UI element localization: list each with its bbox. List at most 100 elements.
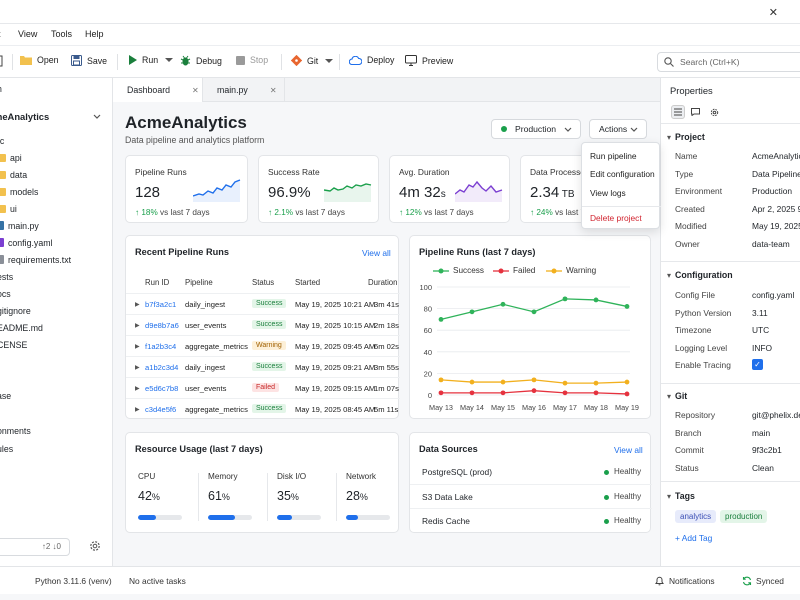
table-row[interactable]: ▶ b7f3a2c1 daily_ingest Success May 19, 2025… <box>126 293 400 314</box>
sync-status[interactable]: Synced <box>756 576 784 586</box>
menu-view[interactable]: View <box>18 29 38 39</box>
close-window-icon[interactable]: ✕ <box>768 7 778 19</box>
python-version[interactable]: Python 3.11.6 (venv) <box>35 576 112 586</box>
data-point[interactable] <box>469 390 475 396</box>
tree-item[interactable]: CENSE <box>0 336 27 353</box>
property-value[interactable]: 9f3c2b1 <box>752 445 782 456</box>
property-value[interactable]: Clean <box>752 462 774 473</box>
new-file-icon[interactable] <box>0 54 9 68</box>
legend-item[interactable]: Failed <box>493 266 535 275</box>
expand-row-icon[interactable]: ▶ <box>135 344 140 350</box>
tree-item[interactable]: EADME.md <box>0 319 43 336</box>
menu-tools[interactable]: Tools <box>51 29 73 39</box>
debug-button[interactable]: Debug <box>180 55 222 66</box>
close-tab-icon[interactable]: ✕ <box>192 85 199 95</box>
sidebar-item-modules[interactable]: ules <box>0 440 13 457</box>
data-point[interactable] <box>593 297 599 303</box>
run-id-link[interactable]: a1b2c3d4 <box>145 363 179 372</box>
properties-tab[interactable] <box>671 105 685 119</box>
run-id-link[interactable]: c3d4e5f6 <box>145 405 177 414</box>
tab-main-py[interactable]: main.py ✕ <box>203 78 285 102</box>
actions-button[interactable]: Actions <box>589 119 647 139</box>
open-button[interactable]: Open <box>20 55 59 65</box>
section-tags[interactable]: Tags <box>667 491 695 501</box>
menu-help[interactable]: Help <box>85 29 104 39</box>
data-point[interactable] <box>531 377 537 383</box>
expand-row-icon[interactable]: ▶ <box>135 302 140 308</box>
data-source-row[interactable]: S3 Data Lake Healthy <box>410 484 652 508</box>
property-value[interactable]: Production <box>752 186 793 196</box>
tree-item[interactable]: gitignore <box>0 302 31 319</box>
data-point[interactable] <box>531 388 537 394</box>
settings-tab[interactable] <box>707 105 721 119</box>
data-point[interactable] <box>500 301 506 307</box>
menu-item-edit-configuration[interactable]: Edit configuration <box>590 169 655 179</box>
sidebar-project[interactable]: meAnalytics <box>0 108 113 126</box>
data-point[interactable] <box>562 296 568 302</box>
tree-item[interactable]: data <box>0 166 27 183</box>
data-point[interactable] <box>438 317 444 322</box>
tree-item[interactable]: main.py <box>0 217 39 234</box>
view-all-link[interactable]: View all <box>614 445 643 455</box>
tree-item[interactable]: api <box>0 149 22 166</box>
section-git[interactable]: Git <box>667 391 687 401</box>
run-id-link[interactable]: e5d6c7b8 <box>145 384 179 393</box>
tab-dashboard[interactable]: Dashboard ✕ <box>113 78 203 102</box>
save-button[interactable]: Save <box>71 55 107 66</box>
menu-item-view-logs[interactable]: View logs <box>590 188 626 198</box>
run-button[interactable]: Run <box>128 55 174 65</box>
close-tab-icon[interactable]: ✕ <box>269 85 277 95</box>
property-value[interactable]: AcmeAnalytics <box>752 151 800 161</box>
gear-icon[interactable] <box>89 540 101 552</box>
sidebar-item-database[interactable]: ase <box>0 387 11 404</box>
bell-icon[interactable] <box>655 576 664 586</box>
table-row[interactable]: ▶ c3d4e5f6 aggregate_metrics Success May 19,… <box>126 398 400 419</box>
column-header[interactable]: Status <box>252 278 275 287</box>
tree-item[interactable]: ocs <box>0 285 11 302</box>
data-source-row[interactable]: Redis Cache Healthy <box>410 508 652 532</box>
menu-item-delete-project[interactable]: Delete project <box>590 213 642 223</box>
property-value[interactable]: May 19, 2025 1 <box>752 221 800 231</box>
preview-button[interactable]: Preview <box>405 55 453 66</box>
environment-select[interactable]: Production <box>491 119 581 139</box>
tree-item[interactable]: rc <box>0 132 4 149</box>
data-point[interactable] <box>469 379 475 385</box>
property-value[interactable]: config.yaml <box>752 290 795 300</box>
menu-edit[interactable]: t <box>0 29 1 39</box>
table-row[interactable]: ▶ e5d6c7b8 user_events Failed May 19, 2025 0… <box>126 377 400 398</box>
property-value[interactable]: 3.11 <box>752 307 768 318</box>
property-value[interactable]: data-team <box>752 238 790 249</box>
column-header[interactable]: Duration <box>368 278 398 287</box>
data-point[interactable] <box>500 390 506 396</box>
column-header[interactable]: Run ID <box>145 278 170 287</box>
legend-item[interactable]: Warning <box>546 266 596 275</box>
expand-row-icon[interactable]: ▶ <box>135 365 140 371</box>
data-point[interactable] <box>593 380 599 386</box>
view-all-link[interactable]: View all <box>362 248 391 258</box>
property-value[interactable]: INFO <box>752 342 773 353</box>
section-configuration[interactable]: Configuration <box>667 270 733 280</box>
sidebar-item-environments[interactable]: onments <box>0 422 31 439</box>
expand-row-icon[interactable]: ▶ <box>135 323 140 329</box>
property-value[interactable]: Apr 2, 2025 9 <box>752 203 800 214</box>
data-point[interactable] <box>624 379 630 385</box>
tree-item[interactable]: config.yaml <box>0 234 53 251</box>
column-header[interactable]: Started <box>295 278 321 287</box>
table-row[interactable]: ▶ d9e8b7a6 user_events Success May 19, 2025 … <box>126 314 400 335</box>
tag-chip[interactable]: production <box>720 510 768 523</box>
data-point[interactable] <box>593 390 599 396</box>
legend-item[interactable]: Success <box>433 266 484 275</box>
data-point[interactable] <box>562 390 568 396</box>
data-point[interactable] <box>531 309 537 315</box>
column-header[interactable]: Pipeline <box>185 278 213 287</box>
search-input[interactable]: Search (Ctrl+K) <box>657 52 800 72</box>
data-point[interactable] <box>469 309 475 315</box>
run-id-link[interactable]: b7f3a2c1 <box>145 300 177 309</box>
table-row[interactable]: ▶ a1b2c3d4 daily_ingest Success May 19, 2025… <box>126 356 400 377</box>
tree-item[interactable]: requirements.txt <box>0 251 71 268</box>
property-value[interactable]: UTC <box>752 325 770 336</box>
git-button[interactable]: Git <box>291 55 334 66</box>
deploy-button[interactable]: Deploy <box>349 55 394 65</box>
expand-row-icon[interactable]: ▶ <box>135 407 140 413</box>
git-sync-status[interactable]: ↑2 ↓0 <box>0 538 70 556</box>
